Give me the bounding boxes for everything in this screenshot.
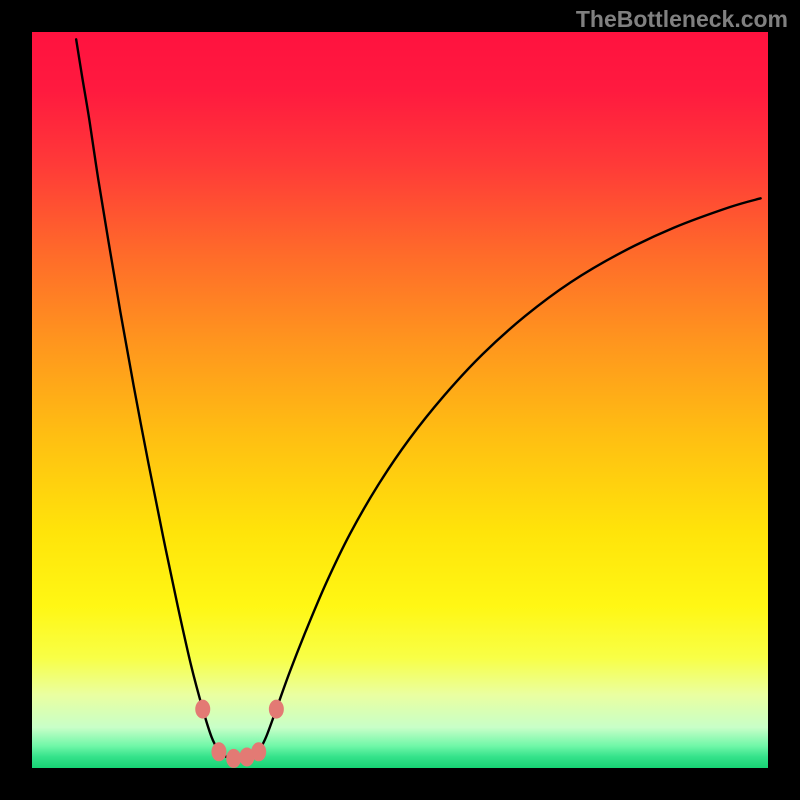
background-gradient — [32, 32, 768, 768]
plot-area — [32, 32, 768, 768]
chart-frame: TheBottleneck.com — [0, 0, 800, 800]
watermark-label: TheBottleneck.com — [576, 6, 788, 33]
